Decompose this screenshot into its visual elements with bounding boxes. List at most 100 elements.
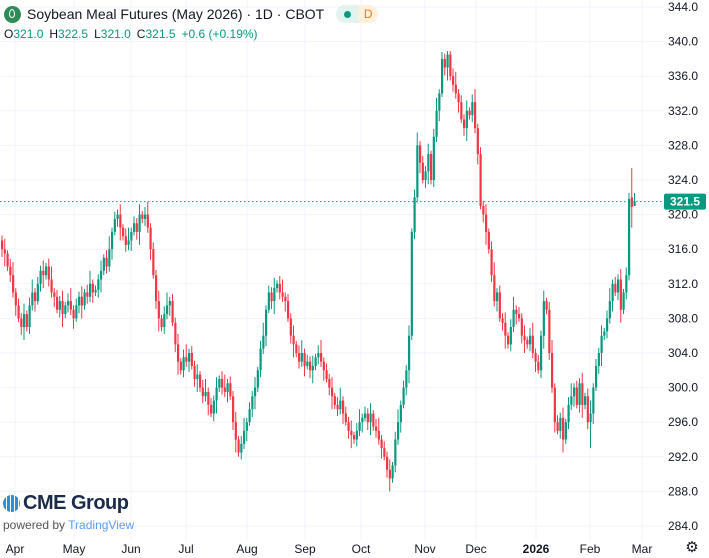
- candle-body: [28, 305, 31, 328]
- candle-body: [449, 54, 452, 77]
- x-tick-label: 2026: [523, 542, 550, 556]
- candle: [617, 274, 620, 301]
- time-axis[interactable]: Apr May Jun Jul Aug Sep Oct Nov Dec 2026 Feb Mar: [6, 542, 653, 556]
- x-tick-label: Mar: [632, 542, 653, 556]
- candle: [476, 123, 479, 165]
- candle-body: [152, 249, 155, 276]
- candle-body: [17, 305, 20, 319]
- y-tick-label: 340.0: [668, 35, 698, 49]
- candle: [36, 276, 39, 305]
- change-value: +0.6 (+0.19%): [181, 27, 258, 41]
- symbol-title[interactable]: Soybean Meal Futures (May 2026) · 1D · C…: [27, 6, 325, 22]
- candle: [234, 411, 237, 453]
- candle-body: [196, 374, 199, 379]
- candle-body: [215, 387, 218, 401]
- candle-body: [221, 378, 224, 388]
- candle: [113, 212, 116, 236]
- candle-body: [380, 439, 383, 449]
- candle: [50, 266, 53, 298]
- candle: [39, 265, 42, 292]
- candle: [562, 407, 565, 453]
- candle-body: [276, 283, 279, 289]
- candle-body: [424, 171, 427, 180]
- candle-body: [210, 404, 213, 414]
- candle: [152, 242, 155, 279]
- candle-body: [69, 301, 72, 310]
- candle: [124, 228, 127, 252]
- candle: [100, 260, 103, 293]
- candle-body: [47, 266, 50, 280]
- candle: [449, 51, 452, 81]
- candle: [229, 376, 232, 400]
- candle: [72, 305, 75, 329]
- candle: [130, 227, 133, 251]
- candle: [586, 388, 589, 430]
- candle-body: [476, 128, 479, 155]
- price-axis[interactable]: 344.0 340.0 336.0 332.0 328.0 324.0 320.0 316.0…: [668, 0, 698, 533]
- candle: [430, 150, 433, 185]
- candle: [221, 371, 224, 395]
- candle-body: [507, 335, 510, 345]
- candle: [397, 409, 400, 445]
- x-tick-label: Feb: [580, 542, 601, 556]
- candle: [281, 279, 284, 302]
- candle-body: [600, 335, 603, 353]
- candle: [622, 288, 625, 315]
- x-tick-label: Jun: [121, 542, 140, 556]
- candle: [504, 312, 507, 349]
- candle-body: [328, 378, 331, 388]
- x-tick-label: Oct: [352, 542, 371, 556]
- candle: [556, 415, 559, 435]
- powered-by-text: powered by: [3, 518, 66, 532]
- candle: [534, 348, 537, 373]
- candle: [380, 435, 383, 459]
- candle: [320, 340, 323, 367]
- last-price-label: 321.5: [664, 193, 706, 210]
- candle: [322, 357, 325, 381]
- y-tick-label: 300.0: [668, 381, 698, 395]
- tradingview-link[interactable]: TradingView: [68, 518, 135, 532]
- candle: [207, 387, 210, 416]
- candle: [435, 97, 438, 142]
- candle-body: [413, 197, 416, 232]
- candle: [91, 279, 94, 303]
- close-value: 321.5: [145, 27, 176, 41]
- candle-body: [342, 400, 345, 414]
- candle-body: [100, 270, 103, 280]
- candle-body: [512, 309, 515, 328]
- candle-body: [405, 370, 408, 388]
- candle-body: [608, 301, 611, 319]
- candle: [342, 396, 345, 424]
- candle-body: [410, 231, 413, 336]
- candle-body: [251, 396, 254, 410]
- candle: [597, 347, 600, 374]
- candle-body: [185, 357, 188, 362]
- candle-body: [529, 335, 532, 345]
- candle: [427, 143, 430, 185]
- candle-body: [317, 353, 320, 358]
- candle: [366, 408, 369, 430]
- candle: [9, 258, 12, 283]
- candle: [454, 71, 457, 99]
- market-status-badge[interactable]: D: [336, 5, 379, 23]
- cme-group-logo[interactable]: CME Group powered by TradingView: [3, 492, 134, 532]
- candle-body: [375, 426, 378, 431]
- candle-body: [344, 413, 347, 423]
- gear-icon[interactable]: ⚙: [685, 539, 699, 556]
- candle-body: [592, 387, 595, 414]
- candle-body: [267, 292, 270, 310]
- candle-body: [545, 301, 548, 310]
- candle: [474, 89, 477, 134]
- candle: [278, 276, 281, 300]
- candle: [628, 192, 631, 281]
- y-tick-label: 284.0: [668, 519, 698, 533]
- candle-body: [190, 353, 193, 366]
- x-tick-label: Apr: [6, 542, 25, 556]
- candle-body: [540, 335, 543, 371]
- candle: [542, 290, 545, 349]
- candle-body: [394, 439, 397, 466]
- candle: [276, 280, 279, 293]
- candle: [287, 294, 290, 322]
- candle: [358, 409, 361, 437]
